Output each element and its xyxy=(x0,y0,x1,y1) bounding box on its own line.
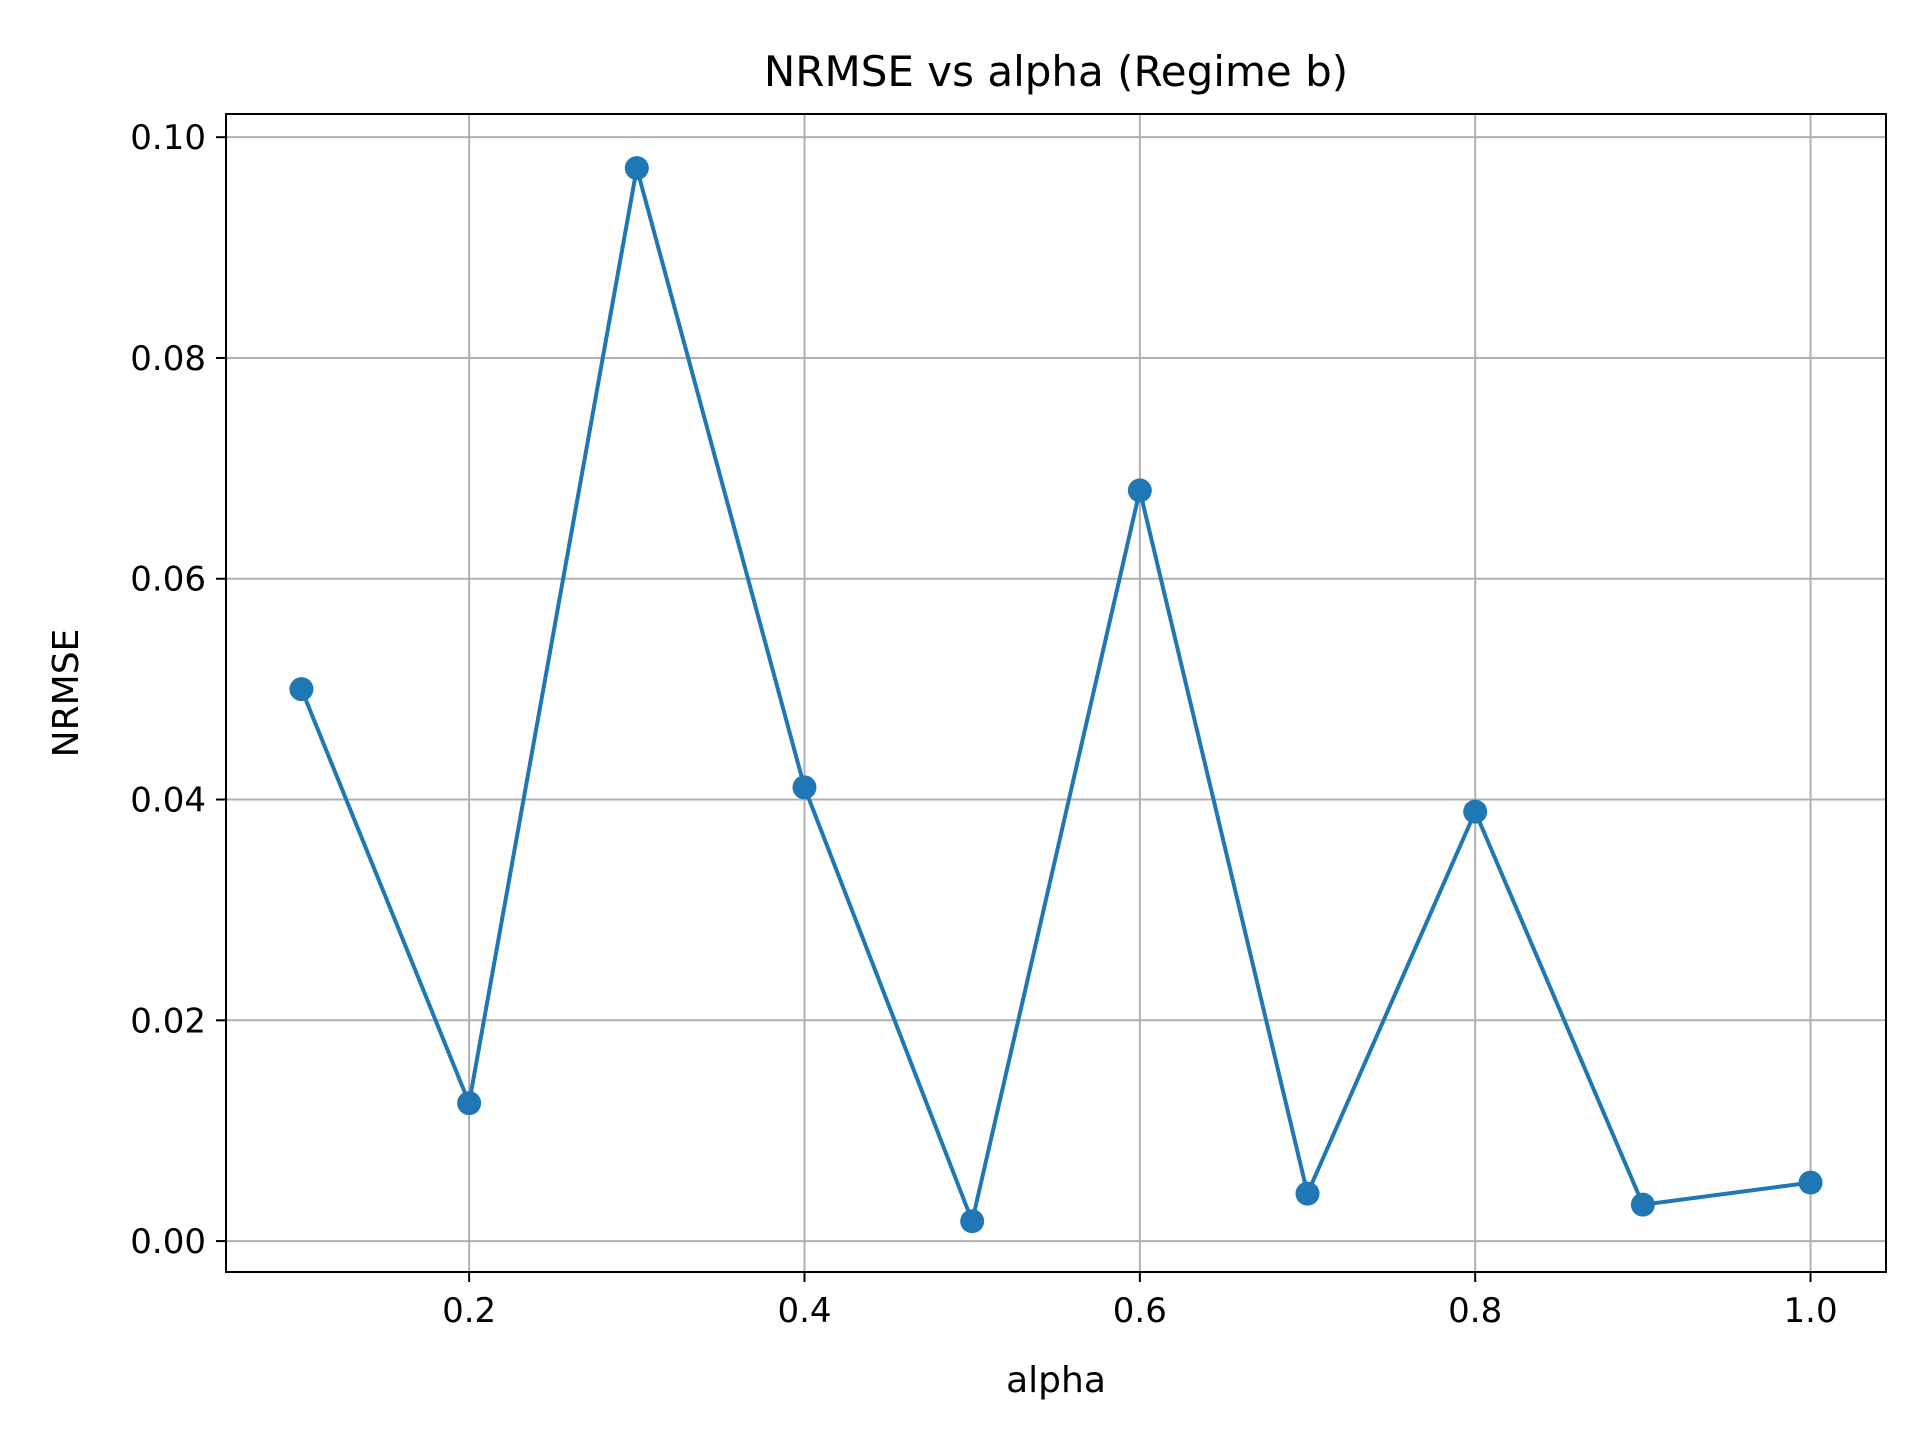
chart-title: NRMSE vs alpha (Regime b) xyxy=(764,47,1348,96)
data-point xyxy=(289,677,314,702)
y-tick-label: 0.10 xyxy=(130,118,206,158)
data-point xyxy=(624,156,649,181)
data-point xyxy=(457,1091,482,1116)
x-tick-label: 1.0 xyxy=(1784,1291,1838,1331)
x-tick-label: 0.4 xyxy=(777,1291,831,1331)
series-layer xyxy=(289,156,1823,1234)
series-line xyxy=(299,166,1811,1224)
y-axis-label: NRMSE xyxy=(46,629,87,758)
data-point xyxy=(1463,799,1488,824)
axis-ticks: 0.2 0.4 0.6 0.8 1.0 0.00 0.02 0.04 0.06 0.08 0.10 xyxy=(130,118,1837,1331)
x-tick-label: 0.2 xyxy=(442,1291,496,1331)
y-tick-label: 0.08 xyxy=(130,339,206,379)
data-point xyxy=(1127,478,1152,503)
x-axis-label: alpha xyxy=(1006,1360,1106,1401)
data-point xyxy=(960,1209,985,1234)
y-tick-label: 0.04 xyxy=(130,781,206,821)
data-point xyxy=(1295,1181,1320,1206)
data-point xyxy=(1630,1192,1655,1217)
x-tick-label: 0.8 xyxy=(1448,1291,1502,1331)
data-point xyxy=(1798,1170,1823,1195)
x-tick-label: 0.6 xyxy=(1113,1291,1167,1331)
plot-frame xyxy=(225,113,1887,1273)
data-point xyxy=(792,775,817,800)
y-tick-label: 0.06 xyxy=(130,560,206,600)
y-tick-label: 0.02 xyxy=(130,1001,206,1041)
grid-lines xyxy=(226,114,1886,1272)
y-tick-label: 0.00 xyxy=(130,1222,206,1262)
